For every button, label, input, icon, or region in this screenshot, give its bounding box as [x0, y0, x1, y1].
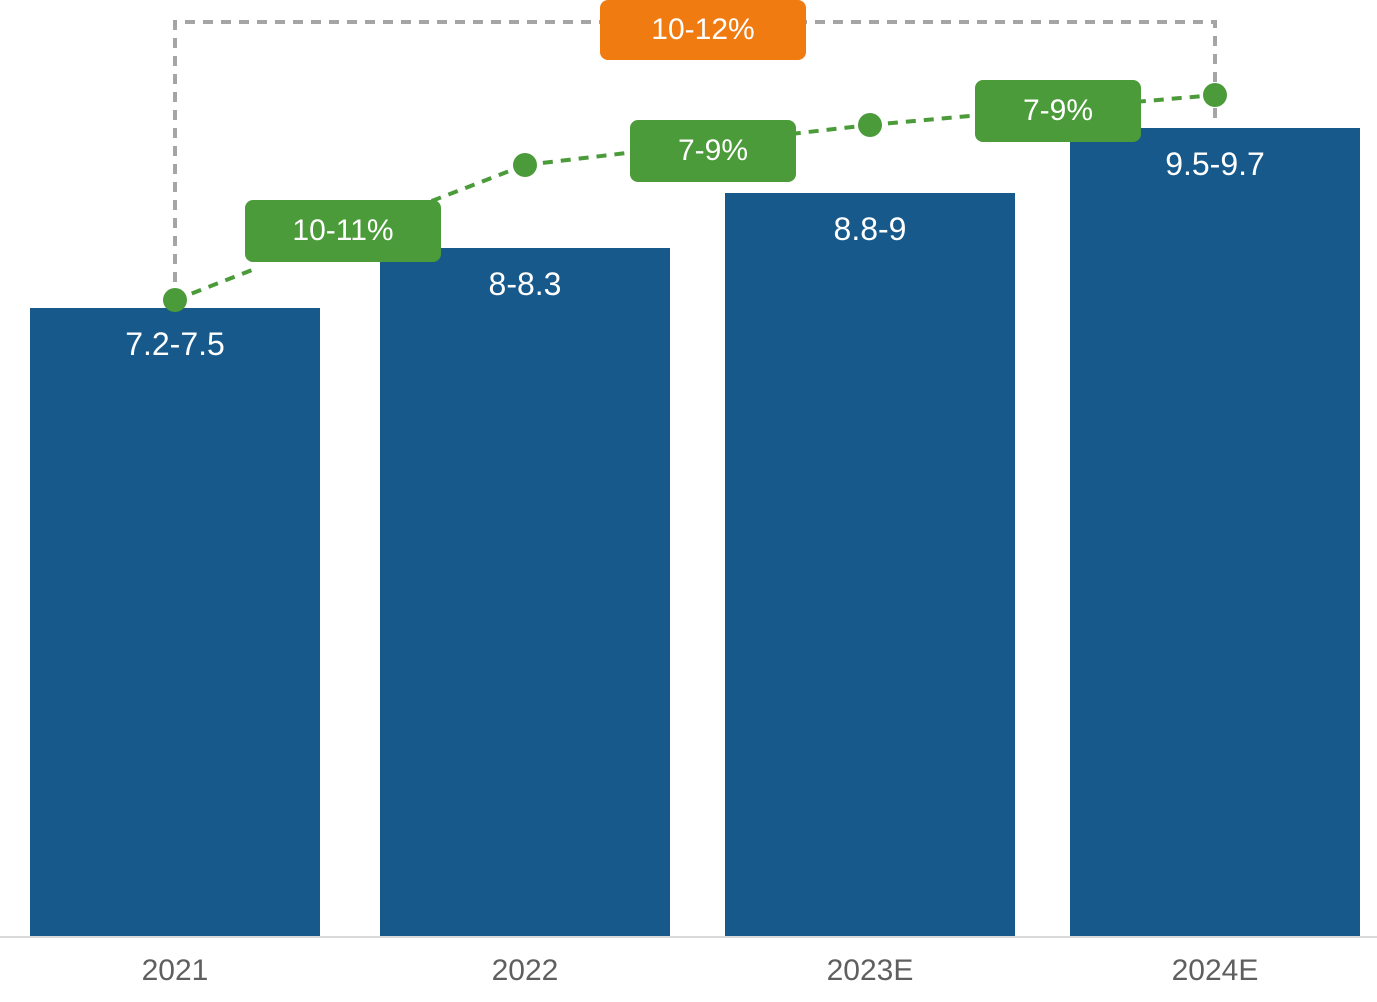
bar-2021: 7.2-7.5 — [30, 308, 320, 938]
cagr-badge-text: 10-12% — [651, 13, 754, 47]
trend-seg-1a — [175, 270, 252, 300]
x-label-2021: 2021 — [30, 954, 320, 988]
growth-badge-2-text: 7-9% — [678, 134, 748, 168]
x-label-2022: 2022 — [380, 954, 670, 988]
trend-seg-3a — [870, 115, 980, 125]
bar-2021-label: 7.2-7.5 — [30, 326, 320, 363]
x-label-2023e: 2023E — [725, 954, 1015, 988]
growth-badge-2: 7-9% — [630, 120, 796, 182]
cagr-badge: 10-12% — [600, 0, 806, 60]
bar-2023e-label: 8.8-9 — [725, 211, 1015, 248]
trend-seg-2a — [525, 152, 635, 165]
growth-badge-1-text: 10-11% — [292, 214, 393, 248]
growth-badge-3: 7-9% — [975, 80, 1141, 142]
x-axis-baseline — [0, 936, 1377, 938]
growth-badge-3-text: 7-9% — [1023, 94, 1093, 128]
x-label-2024e: 2024E — [1070, 954, 1360, 988]
bar-2024e: 9.5-9.7 — [1070, 128, 1360, 938]
plot-area: 7.2-7.5 8-8.3 8.8-9 9.5-9.7 — [0, 0, 1377, 938]
trend-marker-2021 — [163, 288, 187, 312]
bar-2022: 8-8.3 — [380, 248, 670, 938]
bar-2023e: 8.8-9 — [725, 193, 1015, 938]
trend-marker-2024e — [1203, 83, 1227, 107]
bar-2022-label: 8-8.3 — [380, 266, 670, 303]
bar-2024e-label: 9.5-9.7 — [1070, 146, 1360, 183]
trend-marker-2023e — [858, 113, 882, 137]
growth-badge-1: 10-11% — [245, 200, 441, 262]
trend-marker-2022 — [513, 153, 537, 177]
growth-bar-chart: 7.2-7.5 8-8.3 8.8-9 9.5-9.7 — [0, 0, 1377, 1002]
